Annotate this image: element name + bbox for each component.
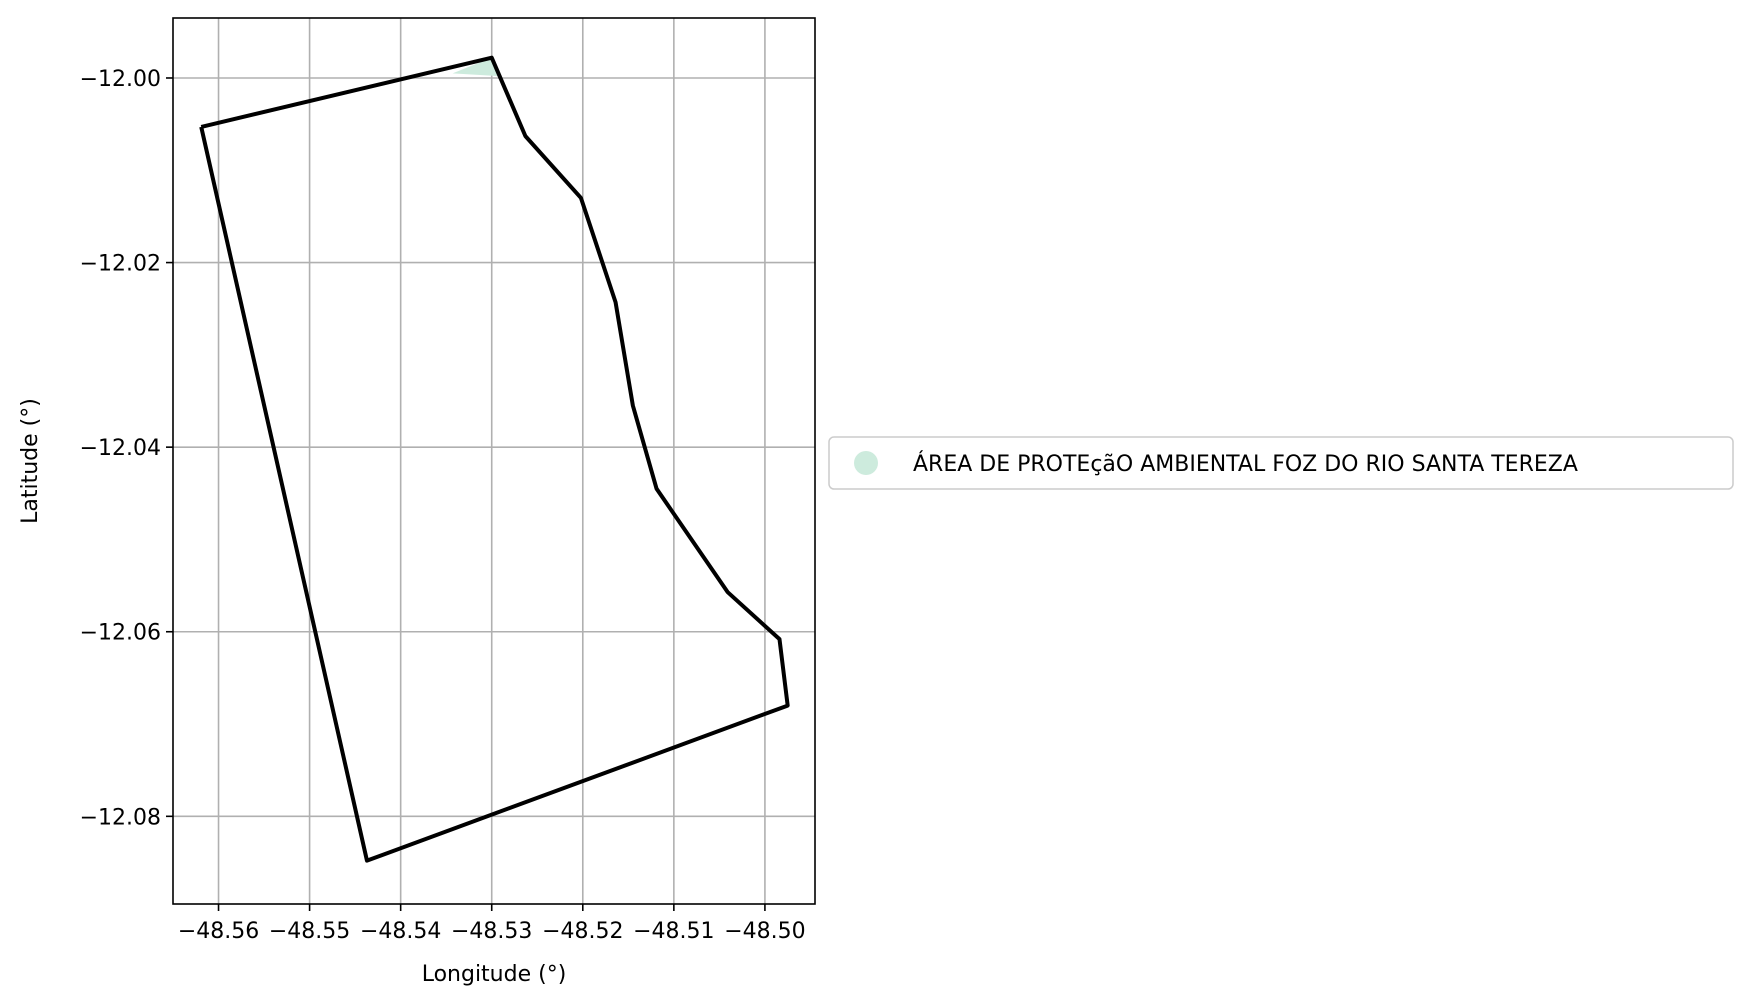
x-tick-label: −48.53	[451, 919, 532, 944]
grid-lines	[173, 18, 815, 904]
y-tick-label: −12.04	[80, 436, 161, 461]
x-tick-label: −48.54	[360, 919, 441, 944]
y-tick-label: −12.08	[80, 805, 161, 830]
boundary-outline	[199, 55, 790, 863]
y-tick-label: −12.06	[80, 621, 161, 646]
plot-frame	[172, 17, 816, 905]
y-axis-ticks: −12.00 −12.02 −12.04 −12.06 −12.08	[80, 67, 173, 830]
x-axis-ticks: −48.56 −48.55 −48.54 −48.53 −48.52 −48.51 −48.…	[178, 904, 806, 944]
legend-marker	[854, 451, 878, 475]
legend-label: ÁREA DE PROTEçãO AMBIENTAL FOZ DO RIO SA…	[913, 451, 1578, 477]
x-tick-label: −48.51	[633, 919, 714, 944]
protected-area-layer	[452, 57, 500, 77]
y-tick-label: −12.02	[80, 252, 161, 277]
y-axis-label: Latitude (°)	[18, 398, 43, 524]
boundary-layer	[199, 55, 790, 863]
x-tick-label: −48.50	[724, 919, 805, 944]
x-axis-label: Longitude (°)	[422, 962, 567, 987]
legend: ÁREA DE PROTEçãO AMBIENTAL FOZ DO RIO SA…	[828, 436, 1734, 490]
x-tick-label: −48.55	[269, 919, 350, 944]
protected-area-polygon	[452, 57, 500, 77]
legend-box	[828, 436, 1734, 490]
x-tick-label: −48.56	[178, 919, 259, 944]
y-tick-label: −12.00	[80, 67, 161, 92]
x-tick-label: −48.52	[542, 919, 623, 944]
